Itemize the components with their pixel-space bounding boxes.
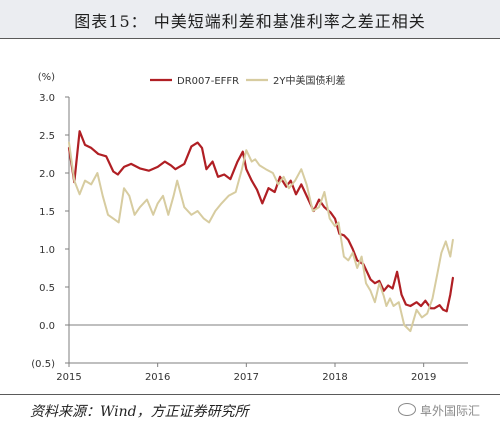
y-tick-label: 0.5: [39, 283, 55, 294]
y-tick-label: 2.5: [39, 131, 55, 142]
y-axis-unit: (%): [38, 72, 55, 83]
watermark: 阜外国际汇: [398, 402, 480, 419]
wechat-icon: [398, 403, 416, 416]
figure-header: 图表15： 中美短端利差和基准利率之差正相关: [0, 0, 500, 38]
x-tick-label: 2019: [411, 372, 436, 383]
figure-title: 图表15： 中美短端利差和基准利率之差正相关: [74, 12, 426, 31]
x-tick-label: 2018: [322, 372, 347, 383]
y-tick-label: 3.0: [39, 93, 55, 104]
line-chart: (0.5) 0.0 0.5 1.0 1.5 2.0 2.5 3.0 (%) 2015 2016 201…: [31, 72, 468, 383]
y-tick-label: 1.0: [39, 245, 55, 256]
y-tick-label: 0.0: [39, 321, 55, 332]
series-line-dr007-effr: [67, 130, 454, 313]
x-tick-label: 2016: [145, 372, 170, 383]
legend-label: DR007-EFFR: [177, 76, 239, 87]
header-divider: [0, 38, 500, 39]
x-tick-label: 2017: [234, 372, 259, 383]
series-line-2y-bond-spread: [68, 141, 454, 333]
y-tick-label: 1.5: [39, 207, 55, 218]
x-tick-label: 2015: [56, 372, 81, 383]
source-note: 资料来源：Wind，方正证券研究所: [30, 404, 249, 420]
footer-divider: [0, 394, 500, 395]
watermark-text: 阜外国际汇: [420, 404, 481, 418]
y-tick-label: 2.0: [39, 169, 55, 180]
y-tick-label: (0.5): [31, 359, 55, 370]
legend-label: 2Y中美国债利差: [273, 74, 345, 87]
